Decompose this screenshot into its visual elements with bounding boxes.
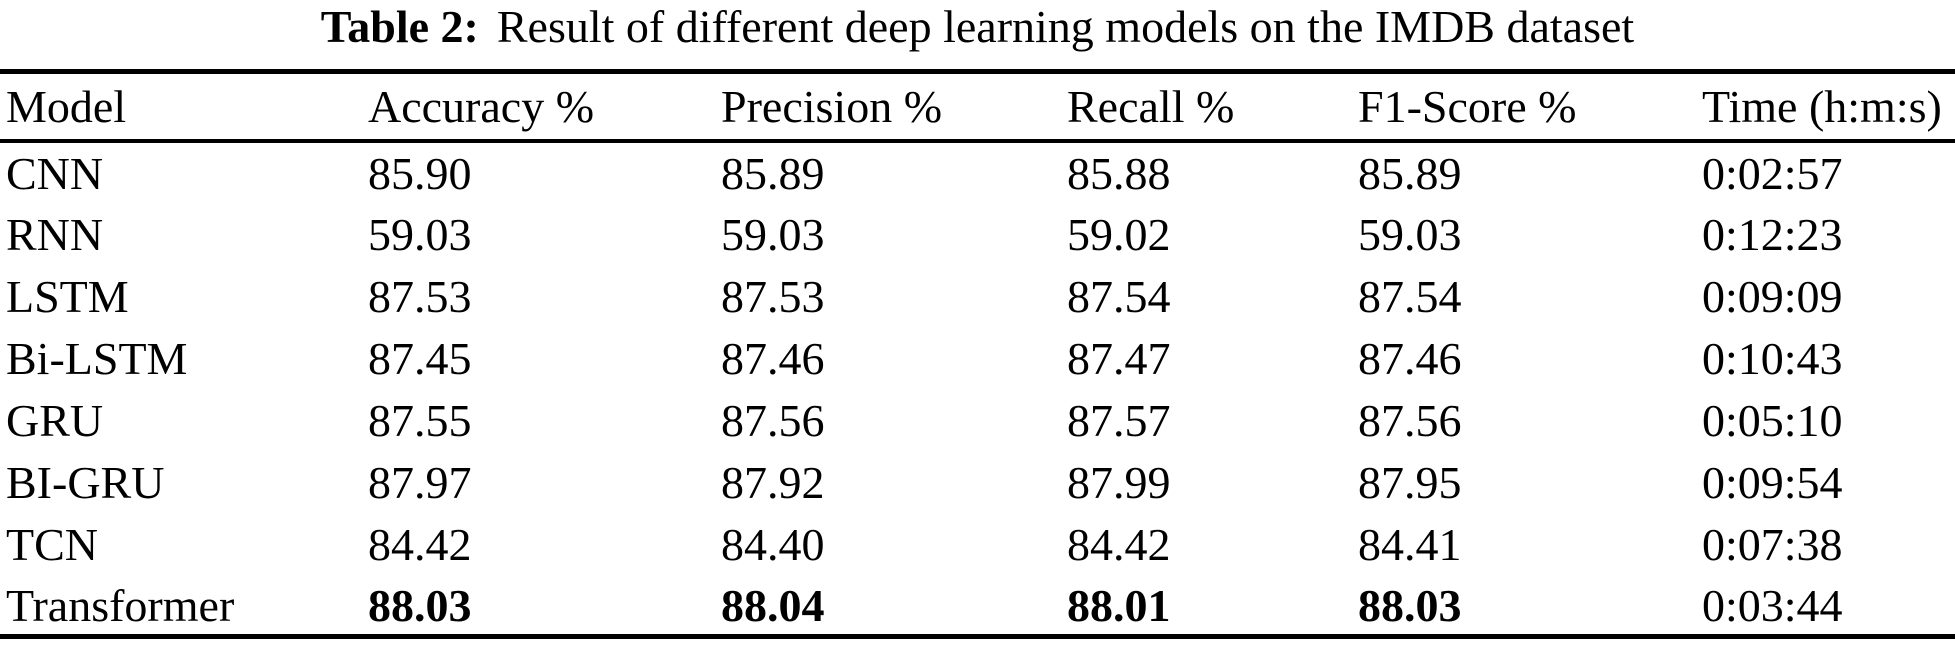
- cell-recall: 87.99: [1067, 457, 1171, 508]
- cell-time: 0:12:23: [1702, 209, 1843, 260]
- cell-accuracy: 87.55: [368, 395, 472, 446]
- cell-f1-score: 87.46: [1358, 333, 1462, 384]
- table-header-row: Model Accuracy % Precision % Recall % F1-Sco…: [0, 71, 1955, 143]
- column-header-f1-score: F1-Score %: [1358, 71, 1702, 143]
- cell-recall: 84.42: [1067, 519, 1171, 570]
- cell-f1-score: 85.89: [1358, 148, 1462, 199]
- cell-time: 0:07:38: [1702, 519, 1843, 570]
- cell-precision: 87.53: [721, 271, 825, 322]
- table-row: TCN 84.42 84.40 84.42 84.41 0:07:38: [0, 513, 1955, 575]
- cell-model: LSTM: [6, 271, 129, 322]
- results-table: Model Accuracy % Precision % Recall % F1-Sco…: [0, 69, 1955, 639]
- table-header: Model Accuracy % Precision % Recall % F1-Sco…: [0, 71, 1955, 143]
- cell-precision: 85.89: [721, 148, 825, 199]
- cell-f1-score: 87.95: [1358, 457, 1462, 508]
- cell-recall: 87.54: [1067, 271, 1171, 322]
- cell-time: 0:09:09: [1702, 271, 1843, 322]
- cell-accuracy: 87.45: [368, 333, 472, 384]
- cell-f1-score: 87.56: [1358, 395, 1462, 446]
- table-row: LSTM 87.53 87.53 87.54 87.54 0:09:09: [0, 265, 1955, 327]
- cell-model: BI-GRU: [6, 457, 165, 508]
- cell-recall: 87.47: [1067, 333, 1171, 384]
- cell-model: Bi-LSTM: [6, 333, 188, 384]
- cell-model: RNN: [6, 209, 104, 260]
- cell-model: CNN: [6, 148, 104, 199]
- cell-f1-score: 88.03: [1358, 579, 1462, 631]
- cell-recall: 59.02: [1067, 209, 1171, 260]
- cell-precision: 88.04: [721, 579, 825, 631]
- cell-accuracy: 87.97: [368, 457, 472, 508]
- cell-f1-score: 84.41: [1358, 519, 1462, 570]
- column-header-model: Model: [0, 71, 368, 143]
- cell-precision: 87.56: [721, 395, 825, 446]
- cell-f1-score: 59.03: [1358, 209, 1462, 260]
- cell-time: 0:10:43: [1702, 333, 1843, 384]
- cell-precision: 59.03: [721, 209, 825, 260]
- cell-precision: 87.92: [721, 457, 825, 508]
- cell-time: 0:02:57: [1702, 148, 1843, 199]
- table-row: GRU 87.55 87.56 87.57 87.56 0:05:10: [0, 389, 1955, 451]
- cell-time: 0:09:54: [1702, 457, 1843, 508]
- table-row: Bi-LSTM 87.45 87.46 87.47 87.46 0:10:43: [0, 327, 1955, 389]
- cell-time: 0:05:10: [1702, 395, 1843, 446]
- cell-accuracy: 87.53: [368, 271, 472, 322]
- cell-accuracy: 88.03: [368, 579, 472, 631]
- table-row: BI-GRU 87.97 87.92 87.99 87.95 0:09:54: [0, 451, 1955, 513]
- cell-time: 0:03:44: [1702, 579, 1843, 631]
- column-header-time-h-m-s: Time (h:m:s): [1702, 71, 1955, 143]
- cell-recall: 87.57: [1067, 395, 1171, 446]
- cell-recall: 88.01: [1067, 579, 1171, 631]
- cell-accuracy: 59.03: [368, 209, 472, 260]
- column-header-precision: Precision %: [721, 71, 1067, 143]
- cell-model: TCN: [6, 519, 98, 570]
- table-body: CNN 85.90 85.89 85.88 85.89 0:02:57 RNN 59.03 59…: [0, 141, 1955, 637]
- cell-precision: 84.40: [721, 519, 825, 570]
- cell-recall: 85.88: [1067, 148, 1171, 199]
- cell-accuracy: 85.90: [368, 148, 472, 199]
- cell-model: GRU: [6, 395, 104, 446]
- cell-model: Transformer: [6, 579, 235, 631]
- column-header-accuracy: Accuracy %: [368, 71, 721, 143]
- table-row: Transformer 88.03 88.04 88.01 88.03 0:03:44: [0, 575, 1955, 637]
- cell-precision: 87.46: [721, 333, 825, 384]
- table-caption-text: Result of different deep learning models…: [496, 1, 1635, 52]
- column-header-recall: Recall %: [1067, 71, 1358, 143]
- table-caption-label: Table 2:: [320, 1, 479, 52]
- table-caption: Table 2: Result of different deep learnin…: [0, 0, 1955, 54]
- cell-accuracy: 84.42: [368, 519, 472, 570]
- table-row: RNN 59.03 59.03 59.02 59.03 0:12:23: [0, 203, 1955, 265]
- table-row: CNN 85.90 85.89 85.88 85.89 0:02:57: [0, 141, 1955, 203]
- cell-f1-score: 87.54: [1358, 271, 1462, 322]
